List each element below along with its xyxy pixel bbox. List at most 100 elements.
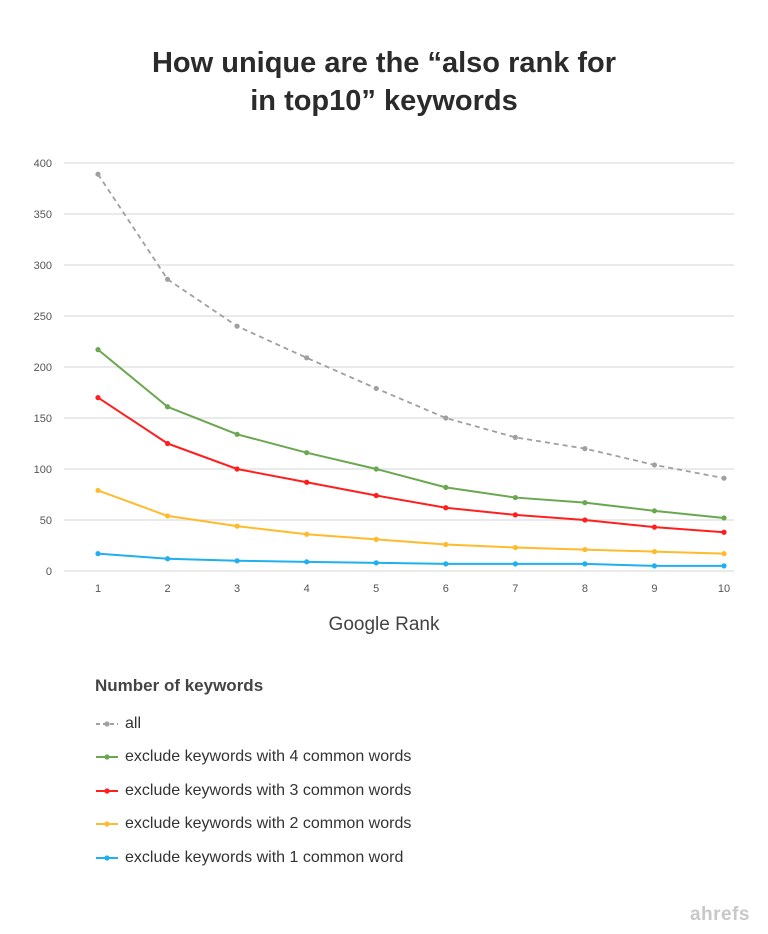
- y-tick-label: 200: [34, 362, 52, 374]
- data-point: [721, 529, 727, 535]
- y-tick-label: 400: [34, 158, 52, 170]
- data-point: [164, 513, 171, 519]
- x-tick-label: 2: [164, 583, 170, 595]
- x-axis-label: Google Rank: [328, 614, 440, 635]
- data-point: [164, 276, 171, 282]
- data-point: [95, 395, 101, 401]
- x-tick-label: 6: [443, 583, 449, 595]
- chart-title: How unique are the “also rank for in top…: [0, 44, 768, 120]
- x-tick-label: 3: [234, 583, 240, 595]
- data-point: [512, 561, 518, 567]
- data-point: [234, 431, 240, 437]
- legend-title: Number of keywords: [95, 676, 264, 695]
- series-line: [97, 173, 725, 480]
- data-point: [443, 561, 449, 567]
- series-line: [97, 396, 725, 534]
- data-point: [582, 561, 588, 567]
- data-point: [651, 563, 658, 569]
- data-point: [234, 323, 240, 329]
- y-tick-label: 150: [34, 413, 52, 425]
- legend-marker: [96, 788, 118, 794]
- series-line: [97, 489, 725, 555]
- x-tick-label: 5: [373, 583, 379, 595]
- x-tick-label: 7: [512, 583, 518, 595]
- data-point: [512, 434, 518, 440]
- legend-item: exclude keywords with 1 common word: [95, 841, 411, 875]
- y-tick-label: 50: [40, 515, 52, 527]
- data-point: [373, 385, 379, 392]
- data-point: [582, 500, 588, 506]
- line-chart: 0 50 100 150 200 250 300 350 400 1 2 3 4 5 6 7 8 9 10: [34, 158, 734, 595]
- x-tick-label: 10: [718, 583, 730, 595]
- series-1: [95, 347, 727, 521]
- series-line: [97, 552, 724, 567]
- data-point: [373, 560, 379, 566]
- x-tick-label: 1: [95, 583, 101, 595]
- data-point: [373, 492, 379, 499]
- series-line: [97, 348, 725, 519]
- data-point: [582, 446, 588, 452]
- data-point: [443, 415, 449, 421]
- legend-item: all: [95, 707, 411, 741]
- data-point: [304, 531, 310, 537]
- data-point: [304, 355, 310, 361]
- x-tick-label: 8: [582, 583, 588, 595]
- data-point: [164, 404, 171, 410]
- legend-item: exclude keywords with 3 common words: [95, 774, 411, 808]
- data-point: [234, 466, 240, 472]
- legend-label: all: [125, 714, 142, 732]
- data-point: [164, 556, 171, 562]
- y-tick-label: 250: [34, 311, 52, 323]
- y-tick-label: 0: [46, 566, 52, 578]
- y-tick-label: 100: [34, 464, 52, 476]
- legend-marker: [96, 721, 118, 727]
- data-point: [304, 479, 310, 485]
- series-3: [95, 487, 727, 557]
- legend: Number of keywords all exclude keywords w…: [95, 676, 411, 875]
- data-point: [234, 523, 240, 529]
- legend-marker: [96, 754, 118, 760]
- data-point: [443, 505, 449, 511]
- legend-label: exclude keywords with 4 common words: [125, 748, 412, 766]
- y-tick-label: 300: [34, 260, 52, 272]
- x-tick-label: 9: [651, 583, 657, 595]
- data-point: [95, 487, 101, 494]
- data-point: [95, 347, 101, 353]
- chart-title-line-1: How unique are the “also rank for: [151, 47, 617, 79]
- legend-item: exclude keywords with 2 common words: [95, 808, 411, 842]
- data-point: [373, 536, 379, 542]
- data-point: [234, 558, 240, 564]
- series-4: [95, 551, 727, 569]
- legend-label: exclude keywords with 2 common words: [125, 815, 412, 833]
- y-tick-label: 350: [34, 209, 52, 221]
- data-point: [721, 475, 727, 481]
- legend-label: exclude keywords with 3 common words: [125, 781, 412, 799]
- data-point: [721, 563, 727, 569]
- data-point: [304, 450, 310, 456]
- data-point: [651, 508, 658, 514]
- data-point: [443, 484, 449, 490]
- data-point: [582, 546, 588, 553]
- data-point: [721, 551, 727, 557]
- data-point: [443, 541, 449, 548]
- data-point: [582, 517, 588, 523]
- legend-marker: [96, 821, 118, 827]
- data-point: [512, 494, 518, 501]
- series-0: [95, 171, 727, 481]
- data-point: [95, 171, 101, 177]
- series-2: [95, 395, 727, 535]
- data-point: [373, 466, 379, 472]
- chart-title-line-2: in top10” keywords: [250, 85, 518, 117]
- data-point: [651, 549, 658, 555]
- x-tick-label: 4: [304, 583, 310, 595]
- data-point: [95, 551, 101, 557]
- data-point: [721, 515, 727, 521]
- data-point: [304, 559, 310, 565]
- data-point: [651, 462, 658, 468]
- data-point: [651, 524, 658, 530]
- ahrefs-logo: ahrefs: [689, 904, 750, 925]
- legend-item: exclude keywords with 4 common words: [95, 741, 411, 775]
- data-point: [512, 544, 518, 551]
- legend-label: exclude keywords with 1 common word: [125, 848, 404, 866]
- legend-marker: [96, 855, 118, 861]
